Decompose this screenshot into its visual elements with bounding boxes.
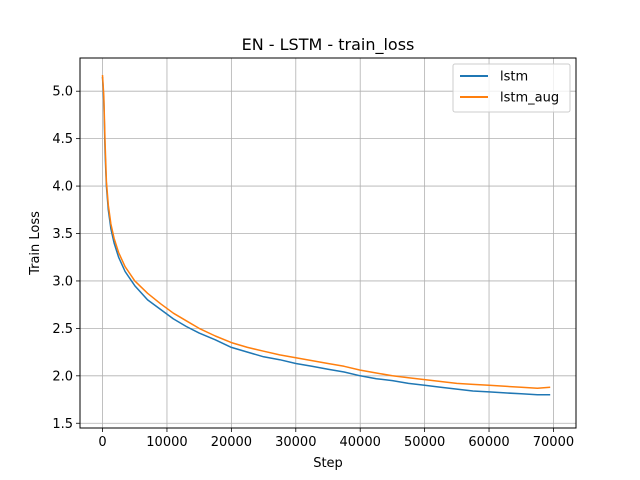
plot-lines: [101, 75, 551, 396]
legend: lstm lstm_aug: [452, 63, 571, 113]
x-tick-label: 50000: [404, 435, 445, 450]
y-tick-label: 4.0: [52, 180, 73, 195]
x-tick-label: 20000: [211, 435, 252, 450]
x-tick-label: 30000: [275, 435, 316, 450]
x-tick-label: 0: [98, 435, 106, 450]
series-line-lstm-aug: [101, 75, 551, 389]
y-tick-label: 1.5: [52, 417, 73, 432]
y-axis-title: Train Loss: [28, 211, 43, 276]
y-tick-label: 4.5: [52, 132, 73, 147]
chart-title: EN - LSTM - train_loss: [242, 35, 415, 55]
grid: [80, 58, 576, 428]
y-tick-label: 5.0: [52, 85, 73, 100]
y-tick-label: 2.0: [52, 369, 73, 384]
plot-frame: [79, 57, 577, 429]
x-tick-label: 40000: [340, 435, 381, 450]
x-tick-label: 70000: [533, 435, 574, 450]
series-line-lstm: [101, 76, 551, 396]
x-tick-label: 10000: [146, 435, 187, 450]
legend-label-lstm-aug: lstm_aug: [500, 91, 559, 106]
y-tick-label: 3.5: [52, 227, 73, 242]
x-axis-title: Step: [313, 456, 343, 471]
x-axis-ticks: 0 10000 20000 30000 40000 50000 60000 70000: [98, 428, 574, 450]
legend-label-lstm: lstm: [500, 70, 528, 85]
y-tick-label: 2.5: [52, 322, 73, 337]
y-axis-ticks: 1.5 2.0 2.5 3.0 3.5 4.0 4.5 5.0: [52, 85, 80, 432]
x-tick-label: 60000: [468, 435, 509, 450]
y-tick-label: 3.0: [52, 274, 73, 289]
